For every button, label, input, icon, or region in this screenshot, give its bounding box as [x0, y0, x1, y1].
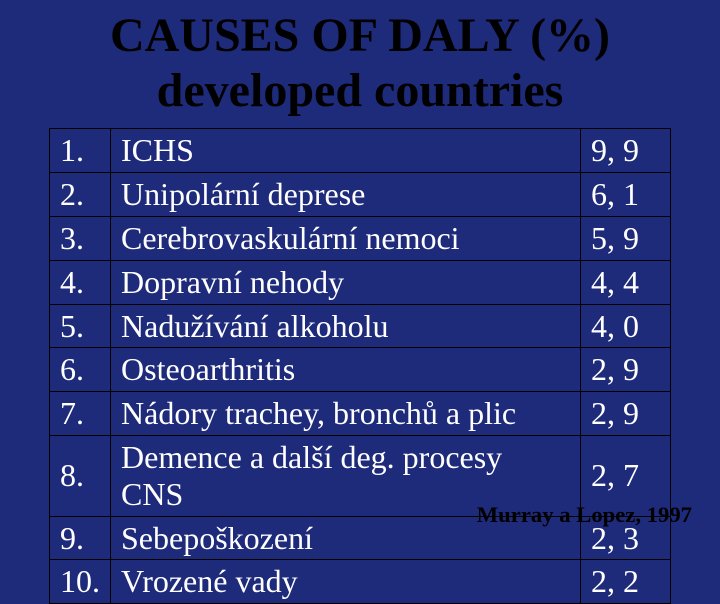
- cell-value: 2, 2: [581, 560, 671, 604]
- table-row: 6.Osteoarthritis2, 9: [50, 348, 671, 392]
- table-row: 1.ICHS9, 9: [50, 129, 671, 173]
- cell-rank: 2.: [50, 173, 111, 217]
- table-row: 10.Vrozené vady2, 2: [50, 560, 671, 604]
- cell-cause: Unipolární deprese: [111, 173, 581, 217]
- table-row: 7.Nádory trachey, bronchů a plic2, 9: [50, 392, 671, 436]
- cell-rank: 9.: [50, 516, 111, 560]
- table-row: 3.Cerebrovaskulární nemoci5, 9: [50, 216, 671, 260]
- cell-rank: 10.: [50, 560, 111, 604]
- cell-rank: 1.: [50, 129, 111, 173]
- slide-title: CAUSES OF DALY (%) developed countries: [0, 0, 720, 128]
- cell-cause: Nadužívání alkoholu: [111, 304, 581, 348]
- citation: Murray a Lopez, 1997: [477, 502, 692, 528]
- table-row: 4.Dopravní nehody4, 4: [50, 260, 671, 304]
- daly-table: 1.ICHS9, 92.Unipolární deprese6, 13.Cere…: [49, 128, 671, 604]
- cell-value: 5, 9: [581, 216, 671, 260]
- cell-cause: ICHS: [111, 129, 581, 173]
- cell-value: 2, 9: [581, 392, 671, 436]
- cell-rank: 3.: [50, 216, 111, 260]
- table-row: 5.Nadužívání alkoholu4, 0: [50, 304, 671, 348]
- title-line-1: CAUSES OF DALY (%): [0, 8, 720, 63]
- cell-rank: 7.: [50, 392, 111, 436]
- cell-cause: Osteoarthritis: [111, 348, 581, 392]
- cell-value: 4, 4: [581, 260, 671, 304]
- cell-value: 4, 0: [581, 304, 671, 348]
- cell-rank: 5.: [50, 304, 111, 348]
- cell-cause: Cerebrovaskulární nemoci: [111, 216, 581, 260]
- cell-value: 2, 9: [581, 348, 671, 392]
- cell-rank: 8.: [50, 435, 111, 516]
- cell-rank: 4.: [50, 260, 111, 304]
- cell-cause: Dopravní nehody: [111, 260, 581, 304]
- cell-cause: Nádory trachey, bronchů a plic: [111, 392, 581, 436]
- cell-rank: 6.: [50, 348, 111, 392]
- title-line-2: developed countries: [0, 63, 720, 118]
- cell-value: 6, 1: [581, 173, 671, 217]
- cell-value: 9, 9: [581, 129, 671, 173]
- cell-cause: Vrozené vady: [111, 560, 581, 604]
- table-row: 2.Unipolární deprese6, 1: [50, 173, 671, 217]
